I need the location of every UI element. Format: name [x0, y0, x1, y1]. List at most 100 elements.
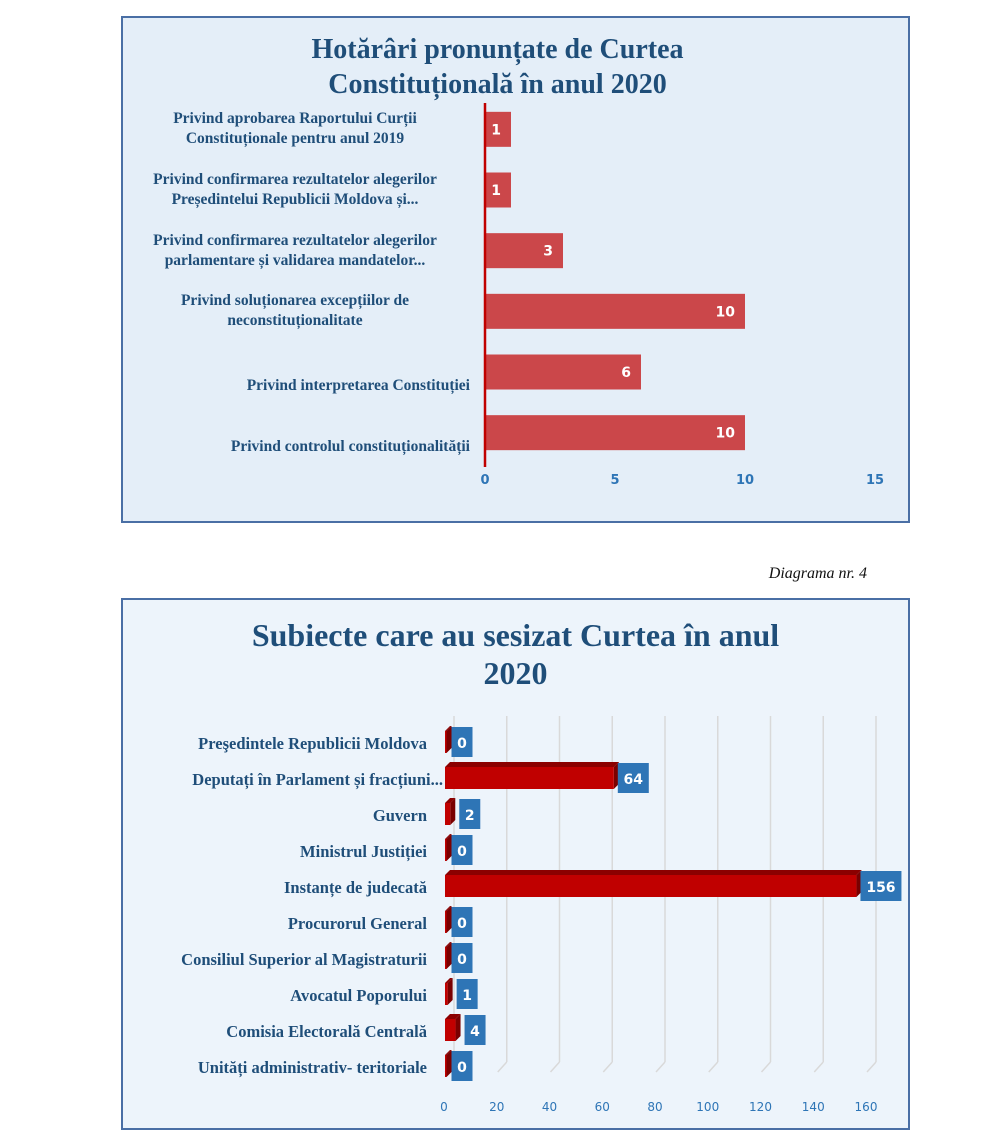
chart-2-category-label: Consiliul Superior al Magistraturii: [181, 950, 427, 969]
chart-1-category-label-line: neconstituționalitate: [227, 312, 363, 330]
chart-1-data-label: 1: [491, 183, 501, 199]
chart-2-bar-side: [447, 978, 453, 1005]
chart-2-bar-side: [446, 834, 452, 861]
chart-2-bar: [445, 947, 447, 969]
chart-2-data-label-bg: [451, 1051, 473, 1081]
chart-2-data-label-bg: [459, 799, 481, 829]
chart-2-title-line-1: Subiecte care au sesizat Curtea în anul: [251, 617, 780, 653]
chart-1-data-label: 10: [716, 304, 736, 320]
chart-2-category-label: Instanțe de judecată: [284, 878, 427, 897]
chart-2-bar: [445, 1019, 456, 1041]
chart-2-bar-top: [445, 1050, 452, 1055]
chart-1-category-label-line: Privind aprobarea Raportului Curții: [173, 110, 417, 128]
chart-2-gridline-floor: [813, 1061, 824, 1073]
chart-2-x-tick-label: 100: [696, 1100, 719, 1114]
chart-1-category-label-line: Președintelui Republicii Moldova și...: [171, 191, 419, 208]
chart-2-bar-side: [446, 906, 452, 933]
chart-2-data-label: 2: [465, 808, 475, 824]
chart-2-data-label-bg: [860, 871, 902, 901]
chart-1-bar: [485, 172, 511, 208]
chart-2-title-line-2: 2020: [483, 655, 548, 691]
chart-1-data-label: 10: [716, 426, 736, 442]
chart-2-bar-side: [856, 870, 862, 897]
chart-2-data-label: 64: [624, 772, 644, 788]
chart-2-gridline-floor: [708, 1061, 719, 1073]
chart-2-gridline-floor: [866, 1061, 877, 1073]
chart-2-category-label: Procurorul General: [287, 914, 427, 933]
chart-2-bar-top: [445, 834, 452, 839]
chart-2-bar: [445, 731, 447, 753]
chart-2-data-label-bg: [451, 907, 473, 937]
chart-1-data-label: 3: [543, 244, 553, 260]
chart-2-title: Subiecte care au sesizat Curtea în anul …: [123, 616, 908, 692]
chart-1-category-label-line: Constituționale pentru anul 2019: [185, 130, 405, 148]
chart-1-category-label: Privind confirmarea rezultatelor alegeri…: [120, 231, 470, 271]
chart-2-data-label-bg: [456, 979, 478, 1009]
chart-2-x-tick-label: 0: [440, 1100, 448, 1114]
chart-2-bar: [445, 767, 614, 789]
chart-2-x-tick-label: 160: [855, 1100, 878, 1114]
chart-2-bar-side: [450, 798, 456, 825]
chart-1-x-tick-label: 0: [480, 473, 489, 488]
chart-2-bar-top: [445, 870, 862, 875]
chart-2-data-label: 1: [462, 988, 472, 1004]
chart-1-category-label-line: Privind interpretarea Constituției: [246, 377, 470, 394]
chart-2-bar-top: [445, 942, 452, 947]
chart-2-data-label-bg: [464, 1015, 486, 1045]
chart-2-bar: [445, 839, 447, 861]
chart-1-category-label: Privind aprobarea Raportului Curții Const…: [120, 109, 470, 149]
chart-2-x-tick-label: 80: [647, 1100, 662, 1114]
chart-1-category-label: Privind soluționarea excepțiilor de necon…: [120, 291, 470, 331]
chart-2-category-label: Unități administrativ- teritoriale: [197, 1058, 427, 1077]
chart-2-bar-top: [445, 1014, 461, 1019]
chart-2-gridline-floor: [655, 1061, 666, 1073]
chart-2-x-tick-label: 60: [595, 1100, 610, 1114]
diagram-caption: Diagrama nr. 4: [768, 565, 867, 582]
chart-1-bar: [485, 111, 511, 147]
chart-1-category-label-line: Privind confirmarea rezultatelor alegeri…: [153, 231, 437, 249]
chart-1-category-label-line: Privind confirmarea rezultatelor alegeri…: [153, 171, 437, 188]
chart-2-category-label: Preşedintele Republicii Moldova: [198, 734, 427, 753]
chart-2-bar-top: [445, 978, 453, 983]
chart-1-bar: [485, 233, 563, 269]
chart-1-category-label: Privind confirmarea rezultatelor alegeri…: [120, 170, 470, 210]
chart-2-category-label: Guvern: [372, 806, 427, 825]
chart-2-gridline-floor: [602, 1061, 613, 1073]
chart-1-bar: [485, 354, 641, 390]
chart-1-category-label: Privind interpretarea Constituției: [120, 376, 470, 396]
chart-1-bar: [485, 293, 745, 329]
chart-2-bar-top: [445, 798, 456, 803]
chart-2-bar: [445, 983, 448, 1005]
chart-2-data-label-bg: [451, 943, 473, 973]
chart-2-x-tick-label: 20: [489, 1100, 504, 1114]
chart-2-bar-side: [446, 1050, 452, 1077]
chart-1-data-label: 6: [621, 365, 631, 381]
chart-2-x-tick-label: 120: [749, 1100, 772, 1114]
chart-2-data-label: 0: [457, 844, 467, 860]
chart-2-bar-side: [613, 762, 619, 789]
chart-1-title-line-1: Hotărâri pronunțate de Curtea: [311, 34, 684, 65]
chart-2-data-label: 156: [866, 880, 895, 896]
chart-1-category-label-line: Privind soluționarea excepțiilor de: [180, 292, 410, 310]
chart-1-category-label-line: parlamentare și validarea mandatelor...: [164, 251, 426, 269]
chart-2-bar-top: [445, 906, 452, 911]
chart-2-bar: [445, 875, 857, 897]
chart-2-data-label: 0: [457, 952, 467, 968]
chart-1-x-tick-label: 15: [866, 473, 884, 488]
chart-2-bar: [445, 911, 447, 933]
chart-1-data-label: 1: [491, 122, 501, 138]
chart-2-x-tick-label: 140: [802, 1100, 825, 1114]
chart-2-data-label: 0: [457, 1060, 467, 1076]
chart-2-bar: [445, 1055, 447, 1077]
chart-1-category-label-line: Privind controlul constituționalității: [230, 437, 470, 455]
chart-2-data-label: 0: [457, 916, 467, 932]
chart-2-data-label: 0: [457, 736, 467, 752]
chart-2-data-label-bg: [617, 763, 649, 793]
chart-2-data-label-bg: [451, 835, 473, 865]
chart-2-frame: Subiecte care au sesizat Curtea în anul …: [121, 598, 910, 1130]
chart-1-plot: 1 1 3 10 6 10 0 5 10 15: [480, 103, 884, 488]
chart-2-category-label: Comisia Electorală Centrală: [226, 1022, 427, 1041]
chart-2-bar-side: [446, 726, 452, 753]
chart-1-x-tick-label: 10: [736, 473, 754, 488]
